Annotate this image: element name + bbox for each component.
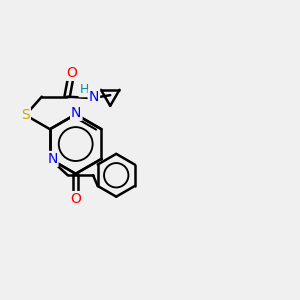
Text: S: S — [21, 108, 30, 122]
Text: H: H — [80, 83, 89, 96]
Text: N: N — [89, 90, 99, 104]
Text: O: O — [67, 66, 78, 80]
Text: N: N — [47, 152, 58, 166]
Text: O: O — [70, 192, 81, 206]
Text: N: N — [71, 106, 82, 120]
